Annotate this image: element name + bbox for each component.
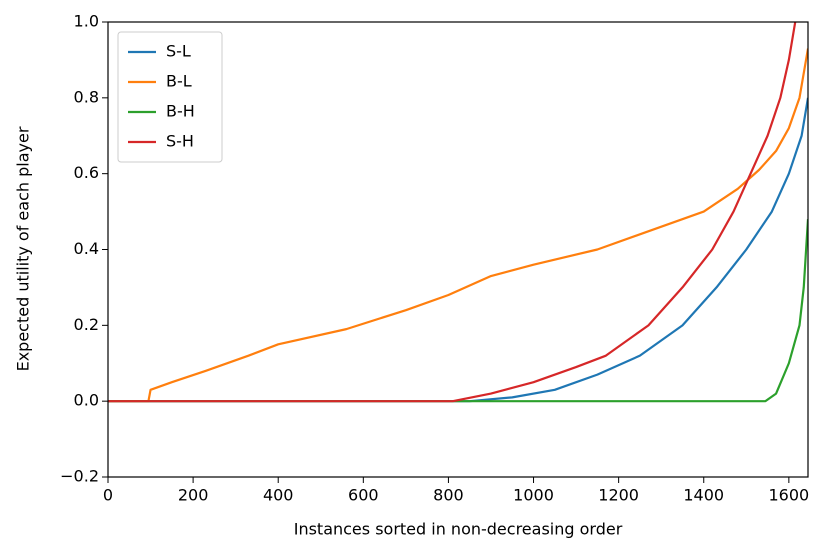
x-tick-label: 0 bbox=[103, 486, 113, 505]
x-tick-label: 600 bbox=[348, 486, 379, 505]
plot-lines bbox=[108, 22, 808, 403]
y-tick-label: 0.2 bbox=[74, 315, 99, 334]
y-tick-label: −0.2 bbox=[60, 467, 99, 486]
x-tick-label: 1200 bbox=[598, 486, 639, 505]
x-tick-label: 1600 bbox=[768, 486, 809, 505]
y-tick-label: 0.4 bbox=[74, 239, 99, 258]
legend-box bbox=[117, 31, 223, 163]
x-tick-label: 1400 bbox=[683, 486, 724, 505]
x-axis-label: Instances sorted in non-decreasing order bbox=[294, 520, 623, 539]
series-line bbox=[108, 97, 808, 403]
plot-frame bbox=[107, 21, 809, 478]
series-line bbox=[108, 22, 797, 403]
legend-label: B-H bbox=[166, 102, 195, 121]
legend-label: S-L bbox=[166, 42, 191, 61]
legend-label: S-H bbox=[166, 132, 194, 151]
x-tick-label: 800 bbox=[433, 486, 464, 505]
y-tick-label: 0.6 bbox=[74, 163, 99, 182]
y-tick-label: 1.0 bbox=[74, 12, 99, 31]
series-line bbox=[108, 219, 808, 403]
legend-label: B-L bbox=[166, 72, 192, 91]
y-tick-label: 0.8 bbox=[74, 87, 99, 106]
series-line bbox=[108, 48, 808, 403]
x-tick-label: 1000 bbox=[513, 486, 554, 505]
y-axis-label: Expected utility of each player bbox=[14, 126, 33, 371]
x-tick-label: 200 bbox=[178, 486, 209, 505]
x-tick-label: 400 bbox=[263, 486, 294, 505]
y-tick-label: 0.0 bbox=[74, 391, 99, 410]
